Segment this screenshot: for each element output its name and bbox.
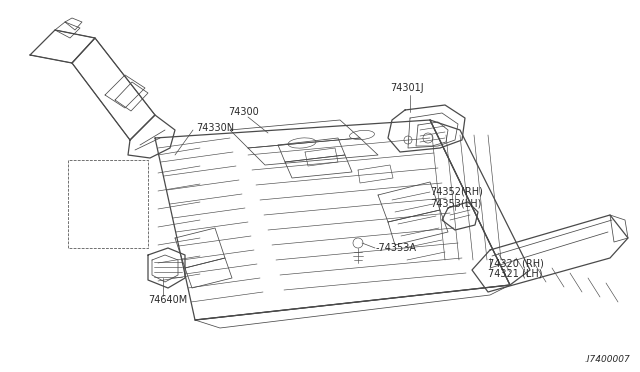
Text: 74353(LH): 74353(LH) — [430, 198, 481, 208]
Text: 74352(RH): 74352(RH) — [430, 187, 483, 197]
Text: 74321 (LH): 74321 (LH) — [488, 269, 543, 279]
Text: 74300: 74300 — [228, 107, 259, 117]
Text: -74353A: -74353A — [376, 243, 417, 253]
Text: .I7400007: .I7400007 — [584, 355, 630, 364]
Text: 74320 (RH): 74320 (RH) — [488, 258, 544, 268]
Text: 74301J: 74301J — [390, 83, 424, 93]
Text: 74330N: 74330N — [196, 123, 234, 133]
Text: 74640M: 74640M — [148, 295, 188, 305]
